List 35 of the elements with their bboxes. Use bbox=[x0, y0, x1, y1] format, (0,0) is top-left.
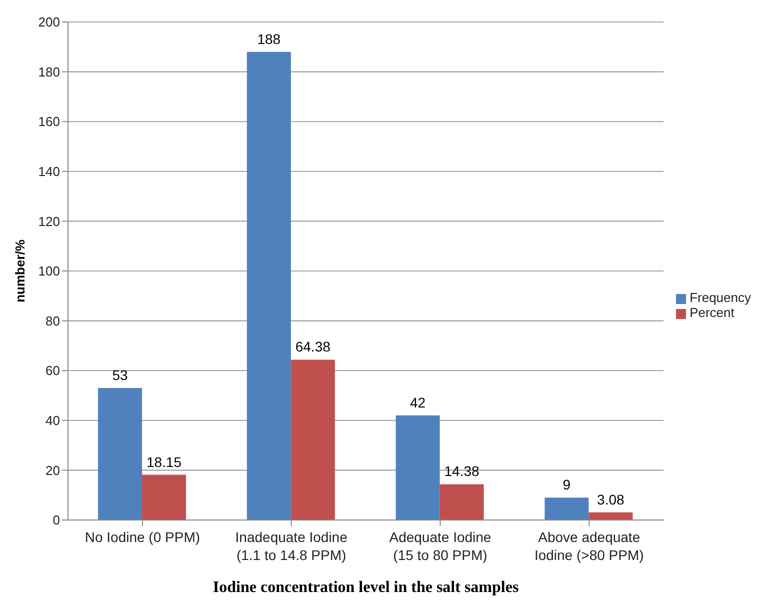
y-tick-label: 200 bbox=[38, 14, 60, 30]
legend-label: Frequency bbox=[690, 290, 751, 305]
bar bbox=[588, 512, 633, 520]
y-tick-label: 140 bbox=[38, 164, 60, 180]
x-tick-label: Inadequate Iodine (1.1 to 14.8 PPM) bbox=[235, 529, 348, 563]
y-tick-label: 0 bbox=[52, 512, 60, 528]
bar bbox=[440, 484, 484, 520]
data-label: 18.15 bbox=[146, 454, 182, 470]
y-axis-title: number/% bbox=[12, 239, 28, 302]
bar bbox=[544, 498, 589, 520]
legend-label: Percent bbox=[690, 305, 734, 320]
data-label: 64.38 bbox=[295, 338, 331, 355]
bar bbox=[142, 474, 186, 520]
bar bbox=[246, 52, 291, 520]
x-tick-label: Adequate Iodine (15 to 80 PPM) bbox=[389, 529, 492, 563]
data-label: 188 bbox=[257, 30, 281, 47]
y-tick-label: 160 bbox=[38, 114, 60, 130]
data-label: 9 bbox=[562, 476, 571, 493]
bar bbox=[396, 415, 440, 520]
y-tick-label: 180 bbox=[38, 64, 60, 80]
y-tick-label: 80 bbox=[46, 313, 60, 328]
data-label: 3.08 bbox=[597, 491, 625, 508]
bar bbox=[290, 360, 335, 520]
x-tick-label: No Iodine (0 PPM) bbox=[84, 529, 200, 545]
y-tick-label: 100 bbox=[38, 264, 60, 279]
y-tick-label: 20 bbox=[46, 462, 60, 478]
y-tick-label: 60 bbox=[46, 363, 60, 378]
data-label: 14.38 bbox=[444, 463, 480, 480]
x-tick-label: Above adequate Iodine (>80 PPM) bbox=[534, 529, 644, 563]
y-tick-label: 40 bbox=[46, 413, 60, 428]
bar bbox=[98, 388, 142, 520]
x-axis-title: Iodine concentration level in the salt samples bbox=[212, 579, 519, 596]
y-tick-label: 120 bbox=[38, 214, 60, 229]
data-label: 42 bbox=[410, 394, 426, 410]
data-label: 53 bbox=[112, 367, 128, 384]
